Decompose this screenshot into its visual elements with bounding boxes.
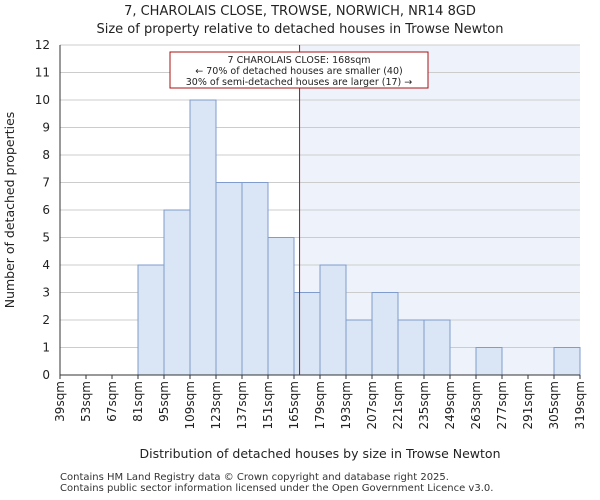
x-tick-label: 109sqm [183,381,197,429]
x-tick-label: 165sqm [287,381,301,429]
x-tick-label: 277sqm [495,381,509,429]
y-tick-label: 7 [42,176,50,190]
x-tick-label: 53sqm [79,381,93,422]
histogram-bar [345,319,373,376]
x-axis-label: Distribution of detached houses by size … [139,446,500,461]
x-tick-label: 263sqm [469,381,483,429]
x-tick-label: 39sqm [53,381,67,422]
x-tick-label: 95sqm [157,381,171,422]
annotation-box [169,51,429,89]
histogram-bar [189,99,217,376]
annotation-line-3: 30% of semi-detached houses are larger (… [186,77,413,88]
x-tick-label: 179sqm [313,381,327,429]
x-tick-label: 291sqm [521,381,535,429]
histogram-bar [215,182,243,376]
chart-subtitle: Size of property relative to detached ho… [96,22,504,37]
y-axis-label: Number of detached properties [2,112,17,309]
histogram-bar [293,292,321,376]
x-tick-label: 235sqm [417,381,431,429]
x-tick-label: 193sqm [339,381,353,429]
histogram-bar [553,347,581,376]
y-tick-label: 11 [35,66,50,80]
histogram-bar [475,347,503,376]
x-tick-label: 81sqm [131,381,145,422]
annotation-line-1: 7 CHAROLAIS CLOSE: 168sqm [228,55,371,66]
y-tick-label: 1 [42,341,50,355]
x-tick-label: 305sqm [547,381,561,429]
x-tick-label: 221sqm [391,381,405,429]
y-tick-label: 3 [42,286,50,300]
histogram-bar [371,292,399,376]
histogram-bar [397,319,425,376]
x-tick-label: 207sqm [365,381,379,429]
y-tick-label: 5 [42,231,50,245]
x-tick-label: 151sqm [261,381,275,429]
y-tick-label: 12 [35,38,50,52]
x-tick-label: 123sqm [209,381,223,429]
histogram-bar [267,237,295,376]
x-tick-label: 319sqm [573,381,587,429]
y-tick-label: 4 [42,258,50,272]
y-tick-label: 2 [42,313,50,327]
histogram-bar [423,319,451,376]
histogram-bar [319,264,347,376]
footer-attribution: Contains HM Land Registry data © Crown c… [60,472,493,494]
chart-title: 7, CHAROLAIS CLOSE, TROWSE, NORWICH, NR1… [124,4,476,19]
histogram-bar [241,182,269,376]
y-tick-label: 9 [42,121,50,135]
y-tick-label: 6 [42,203,50,217]
y-tick-label: 0 [42,368,50,382]
chart-title-block: 7, CHAROLAIS CLOSE, TROWSE, NORWICH, NR1… [0,0,600,39]
histogram-bar [163,209,191,376]
x-tick-label: 67sqm [105,381,119,422]
x-tick-label: 249sqm [443,381,457,429]
annotation-line-2: ← 70% of detached houses are smaller (40… [195,66,402,77]
histogram-bar [137,264,165,376]
y-tick-label: 8 [42,148,50,162]
y-tick-label: 10 [35,93,50,107]
x-tick-label: 137sqm [235,381,249,429]
footer-line-2: Contains public sector information licen… [60,483,494,494]
footer-line-1: Contains HM Land Registry data © Crown c… [60,472,449,483]
